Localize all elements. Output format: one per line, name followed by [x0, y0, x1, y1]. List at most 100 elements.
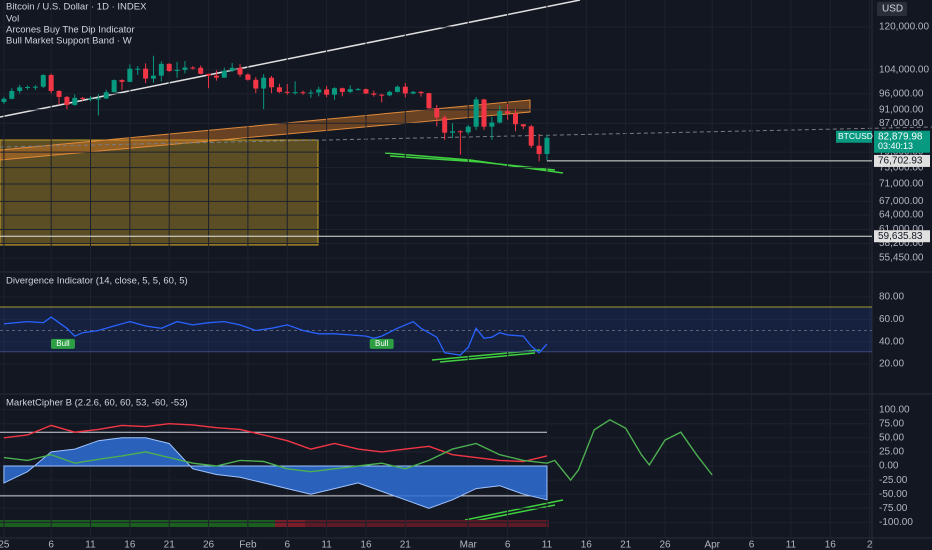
- candle-body: [166, 63, 172, 71]
- candle-body: [150, 75, 156, 79]
- indicator-title: MarketCipher B (2.2.6, 60, 60, 53, -60, …: [6, 398, 188, 409]
- candle-body: [308, 92, 314, 94]
- candle-body: [292, 92, 298, 94]
- x-tick-label: 25: [0, 540, 10, 550]
- y-tick-label: 120,000.00: [879, 22, 929, 33]
- candle-body: [261, 77, 267, 89]
- indicator-line: [3, 418, 713, 482]
- x-tick-label: 6: [505, 540, 511, 550]
- indicator-line: [3, 316, 548, 356]
- x-tick-label: 6: [749, 540, 755, 550]
- indicator-name: Arcones Buy The Dip Indicator: [6, 25, 135, 36]
- y-tick-label: 60.00: [879, 314, 904, 325]
- symbol: BTCUSD: [838, 131, 873, 141]
- currency[interactable]: USD: [882, 4, 903, 15]
- dashed-trendline: [0, 126, 932, 148]
- y-tick-label: 67,000.00: [879, 196, 924, 207]
- candle-body: [174, 69, 180, 71]
- candle-body: [190, 67, 196, 69]
- candle-body: [88, 98, 94, 100]
- candle-body: [497, 111, 503, 123]
- candle-body: [119, 80, 125, 82]
- candle-body: [402, 86, 408, 94]
- x-tick-label: 16: [581, 540, 593, 550]
- signal-strip: [305, 520, 549, 527]
- candle-body: [371, 93, 377, 95]
- y-tick-label: 0.00: [879, 461, 899, 472]
- candle-body: [80, 97, 86, 99]
- countdown: 03:40:13: [878, 141, 913, 151]
- candle-body: [284, 91, 290, 93]
- y-tick-label: 58,200.00: [879, 238, 924, 249]
- price-tag: [874, 230, 930, 243]
- x-tick-label: 11: [321, 540, 332, 550]
- candle-body: [355, 89, 361, 91]
- signal-badge: [50, 338, 75, 349]
- candle-body: [465, 126, 471, 133]
- x-tick-label: 16: [360, 540, 372, 550]
- candle-body: [198, 67, 204, 74]
- candle-body: [544, 137, 550, 154]
- candle-body: [17, 87, 23, 91]
- y-tick-label: -75.00: [879, 503, 908, 514]
- band: [0, 307, 872, 352]
- x-tick-label: Apr: [704, 540, 720, 550]
- signal-label: Bull: [56, 339, 70, 348]
- signal-strip: [275, 520, 305, 527]
- indicator-line: [3, 422, 548, 463]
- candle-body: [276, 87, 282, 92]
- y-tick-label: 61,000.00: [879, 224, 924, 235]
- candle-body: [442, 117, 448, 133]
- x-tick-label: 16: [825, 540, 837, 550]
- candle-body: [103, 92, 109, 99]
- y-tick-label: 75,000.00: [879, 162, 924, 173]
- area: [3, 437, 548, 509]
- candle-body: [48, 75, 54, 91]
- candle-body: [300, 92, 306, 94]
- candle-body: [512, 113, 518, 125]
- y-tick-label: -25.00: [879, 475, 908, 486]
- candle-body: [40, 75, 46, 87]
- candle-body: [379, 94, 385, 96]
- price-tag-label: 76,702.93: [878, 156, 923, 167]
- candle-body: [182, 67, 188, 70]
- y-tick-label: 80.00: [879, 292, 904, 303]
- y-tick-label: 64,000.00: [879, 210, 924, 221]
- candle-body: [111, 80, 117, 93]
- last-price-tag: [874, 130, 930, 153]
- x-tick-label: Feb: [239, 540, 257, 550]
- candle-body: [473, 99, 479, 127]
- symbol-tag: [836, 130, 872, 143]
- candle-body: [434, 108, 440, 118]
- indicator-title: Divergence Indicator (14, close, 5, 5, 6…: [6, 276, 188, 287]
- x-tick-label: 26: [659, 540, 671, 550]
- price-tag: [874, 154, 930, 167]
- currency-button[interactable]: [877, 2, 907, 16]
- y-tick-label: 87,000.00: [879, 118, 924, 129]
- signal-label: Bull: [375, 339, 389, 348]
- candle-body: [72, 97, 78, 105]
- candle-body: [135, 68, 141, 70]
- candle-body: [206, 73, 212, 76]
- y-tick-label: 20.00: [879, 359, 904, 370]
- y-tick-label: 91,000.00: [879, 104, 924, 115]
- y-tick-label: 96,000.00: [879, 88, 924, 99]
- candle-body: [324, 89, 330, 95]
- y-tick-label: 25.00: [879, 447, 904, 458]
- y-tick-label: -100.00: [879, 517, 913, 528]
- x-tick-label: 26: [203, 540, 215, 550]
- candle-body: [143, 68, 149, 79]
- candle-body: [237, 67, 243, 75]
- trendline: [0, 0, 581, 118]
- candle-body: [489, 122, 495, 127]
- candle-body: [127, 68, 133, 82]
- candle-body: [536, 145, 542, 154]
- x-tick-label: 16: [124, 540, 136, 550]
- candle-body: [528, 126, 534, 146]
- x-tick-label: 2: [867, 540, 873, 550]
- x-tick-label: 6: [48, 540, 54, 550]
- price-tag-label: 59,635.83: [878, 231, 923, 242]
- y-tick-label: 75.00: [879, 418, 904, 429]
- candle-body: [253, 79, 259, 89]
